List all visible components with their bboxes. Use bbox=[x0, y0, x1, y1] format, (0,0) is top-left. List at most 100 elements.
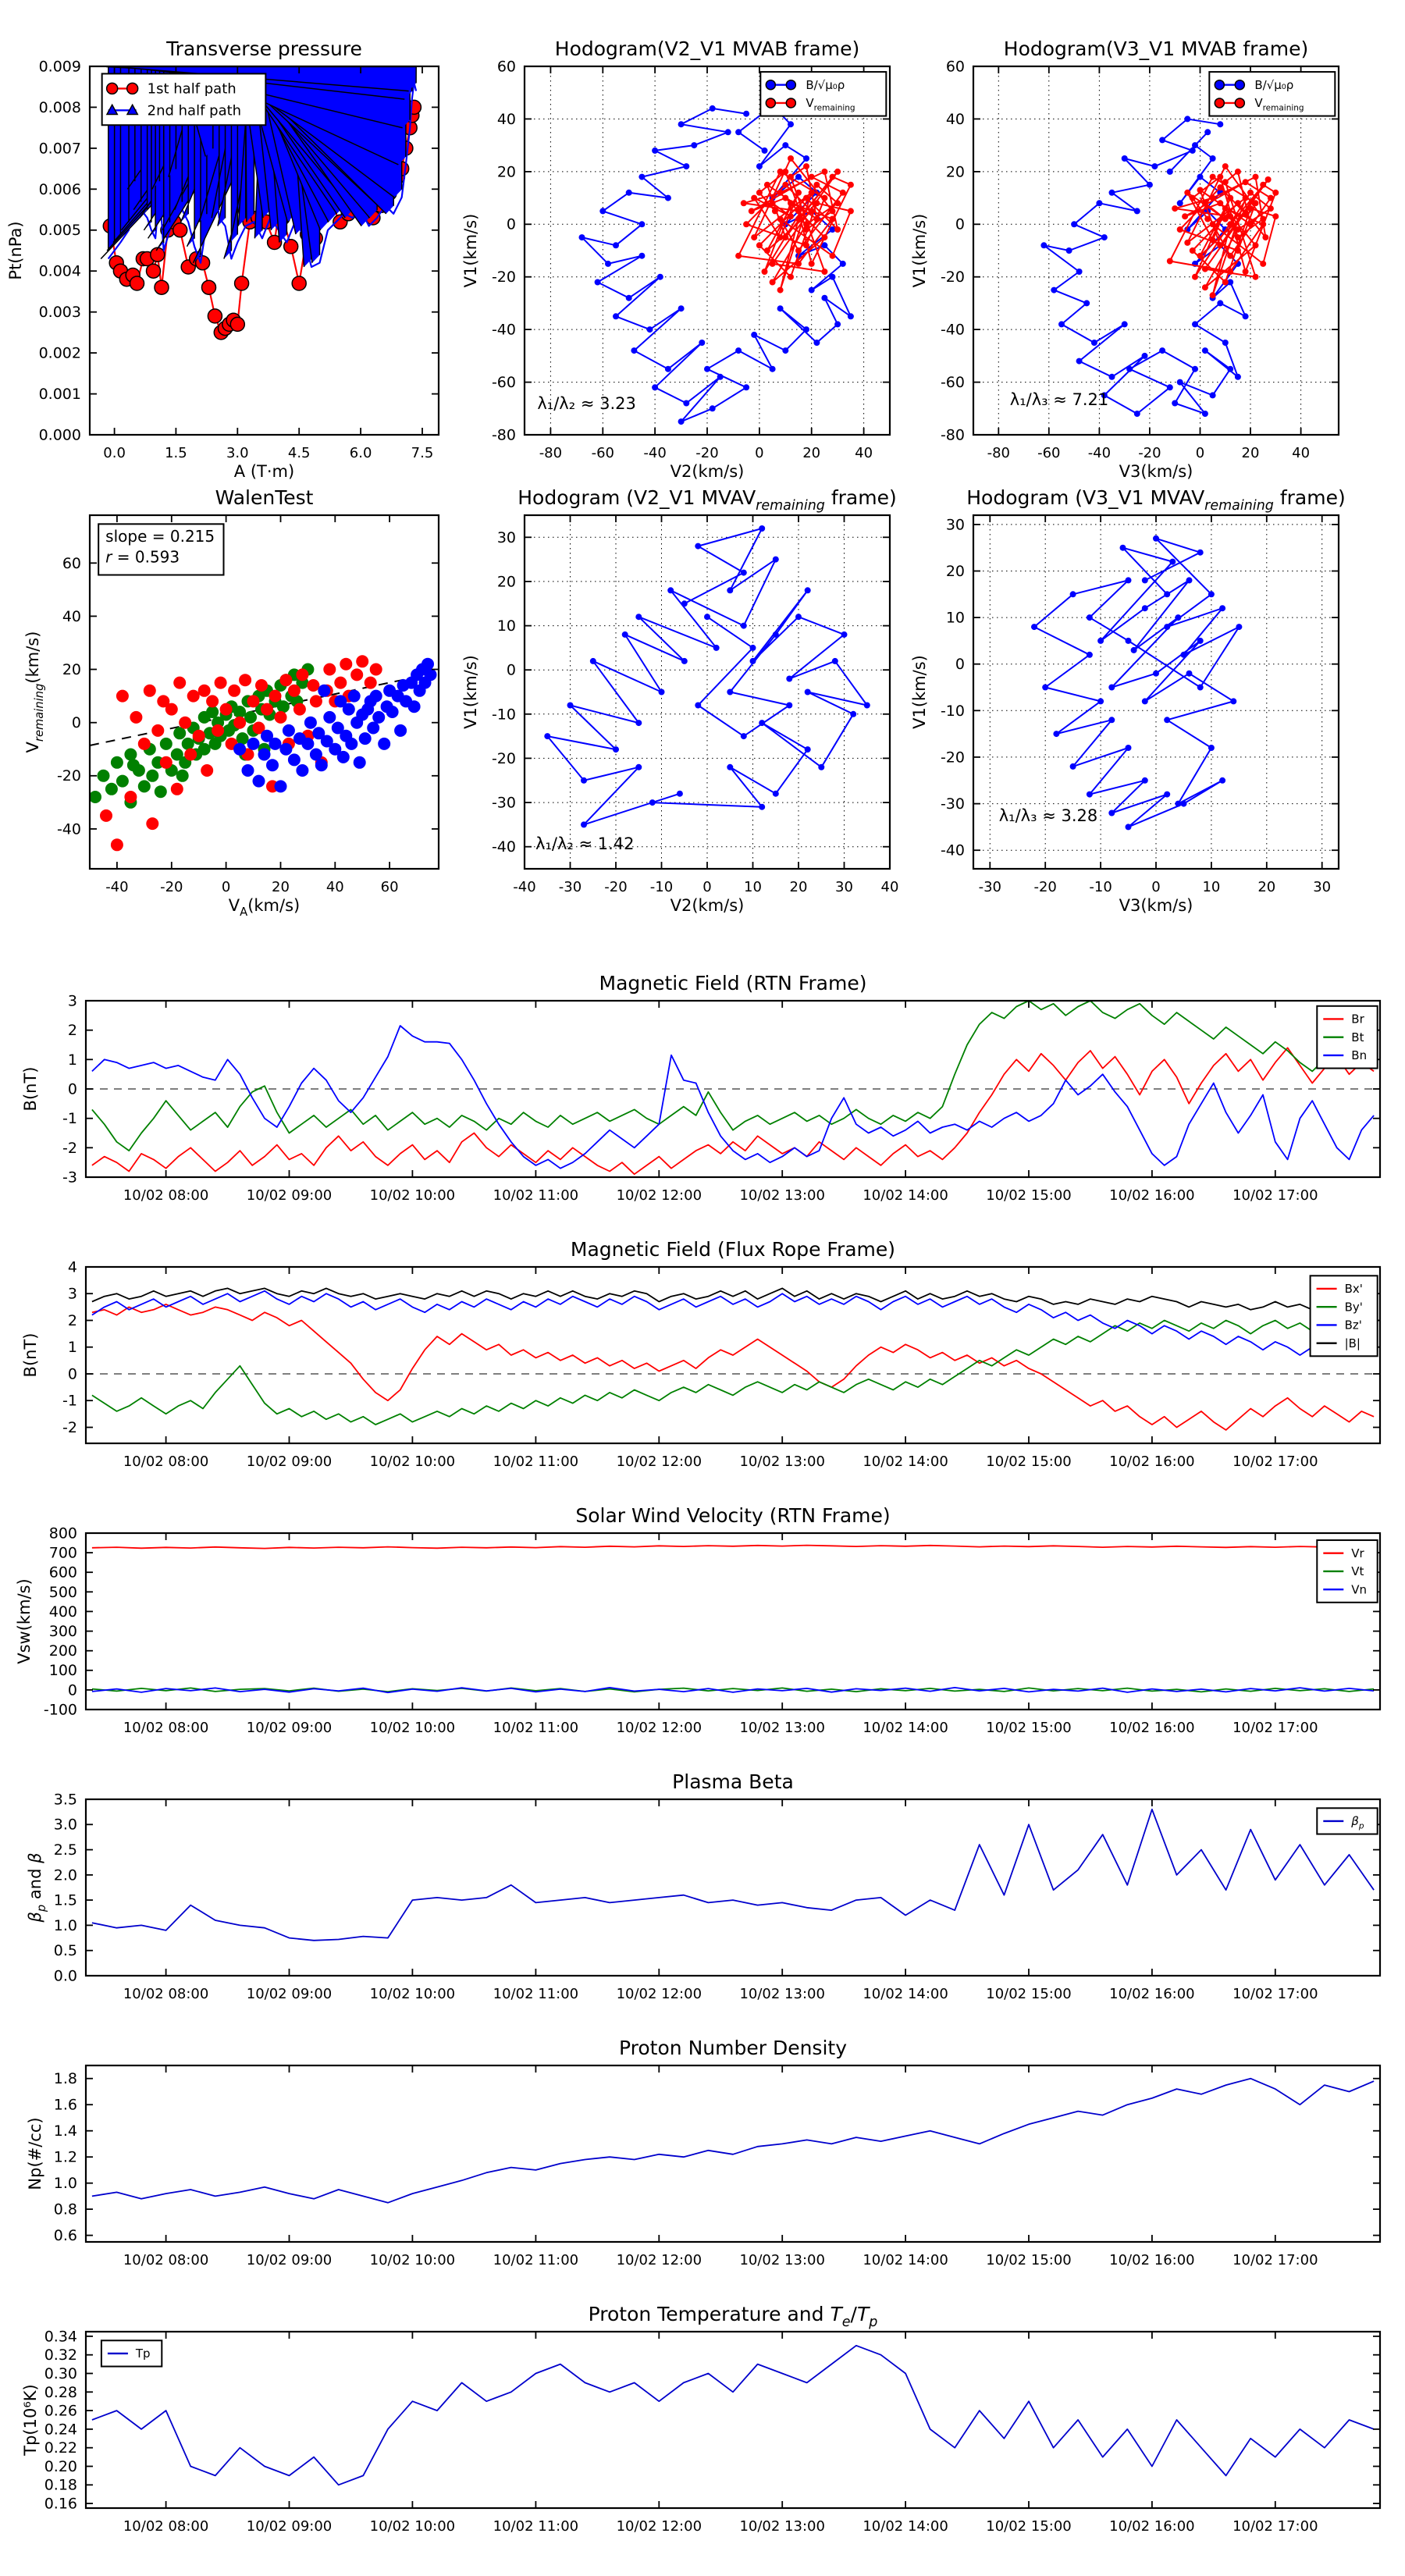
svg-text:-20: -20 bbox=[492, 269, 516, 286]
svg-text:1.5: 1.5 bbox=[165, 445, 187, 461]
svg-text:A (T·m): A (T·m) bbox=[234, 462, 294, 481]
svg-text:By': By' bbox=[1345, 1300, 1363, 1314]
svg-text:2.0: 2.0 bbox=[54, 1866, 77, 1884]
svg-text:2.5: 2.5 bbox=[54, 1841, 77, 1859]
chart-canvas-bfr: 10/02 08:00 10/02 09:00 10/02 10:00 10/02 1… bbox=[21, 1238, 1382, 1470]
svg-text:10/02 12:00: 10/02 12:00 bbox=[617, 2252, 702, 2268]
svg-text:4: 4 bbox=[68, 1259, 77, 1276]
svg-text:10/02 10:00: 10/02 10:00 bbox=[370, 1453, 455, 1470]
svg-text:Hodogram(V2_V1 MVAB frame): Hodogram(V2_V1 MVAB frame) bbox=[555, 37, 859, 60]
svg-text:0.30: 0.30 bbox=[44, 2365, 77, 2382]
panel-transverse-pressure: 0.0 1.5 3.0 4.5 6.0 7.5 0.000 0.001 0.002 0.003 0.… bbox=[6, 37, 440, 481]
svg-text:λ₁/λ₂ ≈ 1.42: λ₁/λ₂ ≈ 1.42 bbox=[535, 834, 634, 853]
svg-text:10/02 15:00: 10/02 15:00 bbox=[986, 2518, 1071, 2535]
chart-canvas-beta: 10/02 08:00 10/02 09:00 10/02 10:00 10/02 1… bbox=[26, 1770, 1382, 2002]
svg-text:Bx': Bx' bbox=[1345, 1282, 1363, 1296]
svg-text:-40: -40 bbox=[513, 879, 535, 895]
svg-text:-60: -60 bbox=[592, 445, 614, 461]
svg-text:Vr: Vr bbox=[1351, 1546, 1364, 1560]
svg-text:30: 30 bbox=[946, 516, 965, 533]
svg-text:400: 400 bbox=[49, 1603, 77, 1621]
svg-text:-80: -80 bbox=[539, 445, 562, 461]
svg-text:10/02 09:00: 10/02 09:00 bbox=[247, 1986, 332, 2002]
svg-text:10/02 12:00: 10/02 12:00 bbox=[617, 1720, 702, 1736]
svg-text:Magnetic Field (RTN Frame): Magnetic Field (RTN Frame) bbox=[599, 972, 867, 994]
svg-text:10/02 09:00: 10/02 09:00 bbox=[247, 1453, 332, 1470]
svg-text:10/02 14:00: 10/02 14:00 bbox=[863, 2252, 948, 2268]
svg-text:10/02 13:00: 10/02 13:00 bbox=[739, 2518, 824, 2535]
svg-text:Hodogram (V3_V1 MVAVremaining: Hodogram (V3_V1 MVAVremaining frame) bbox=[966, 486, 1346, 514]
svg-text:V3(km/s): V3(km/s) bbox=[1119, 896, 1193, 915]
svg-text:40: 40 bbox=[881, 879, 899, 895]
svg-text:10/02 11:00: 10/02 11:00 bbox=[493, 1187, 578, 1204]
svg-text:βp: βp bbox=[1350, 1814, 1364, 1831]
svg-text:0.000: 0.000 bbox=[39, 427, 81, 444]
panel-proton-temperature: 10/02 08:00 10/02 09:00 10/02 10:00 10/02 1… bbox=[21, 2303, 1382, 2535]
svg-text:1.8: 1.8 bbox=[54, 2070, 77, 2087]
svg-text:-10: -10 bbox=[650, 879, 673, 895]
svg-text:3.0: 3.0 bbox=[54, 1816, 77, 1834]
svg-text:10/02 09:00: 10/02 09:00 bbox=[247, 2252, 332, 2268]
svg-text:Magnetic Field (Flux Rope Fram: Magnetic Field (Flux Rope Frame) bbox=[571, 1238, 895, 1261]
svg-text:0.007: 0.007 bbox=[39, 140, 81, 157]
svg-text:30: 30 bbox=[1313, 879, 1331, 895]
panel-walen-test: -40 -20 0 20 40 60 -40 -20 0 20 40 60 WalenTest VA(km… bbox=[23, 486, 440, 919]
svg-text:-30: -30 bbox=[979, 879, 1001, 895]
svg-text:0.8: 0.8 bbox=[54, 2201, 77, 2218]
svg-text:10/02 15:00: 10/02 15:00 bbox=[986, 2252, 1071, 2268]
svg-text:0: 0 bbox=[222, 879, 230, 895]
svg-text:700: 700 bbox=[49, 1545, 77, 1562]
svg-text:0.0: 0.0 bbox=[103, 445, 126, 461]
svg-text:0.28: 0.28 bbox=[44, 2384, 77, 2401]
svg-text:10/02 15:00: 10/02 15:00 bbox=[986, 1453, 1071, 1470]
svg-text:20: 20 bbox=[272, 879, 290, 895]
svg-text:-80: -80 bbox=[941, 427, 965, 444]
svg-text:0.5: 0.5 bbox=[54, 1942, 77, 1959]
panel-magnetic-field-rtn: 10/02 08:00 10/02 09:00 10/02 10:00 10/02 1… bbox=[21, 972, 1382, 1204]
svg-text:-60: -60 bbox=[941, 374, 965, 391]
svg-text:-10: -10 bbox=[1089, 879, 1112, 895]
chart-canvas-tp: 10/02 08:00 10/02 09:00 10/02 10:00 10/02 1… bbox=[21, 2303, 1382, 2535]
svg-text:0.26: 0.26 bbox=[44, 2403, 77, 2420]
chart-canvas-walen: -40 -20 0 20 40 60 -40 -20 0 20 40 60 WalenTest VA(km… bbox=[23, 486, 440, 919]
panel-hodogram-v3v1-mvav: -30 -20 -10 0 10 20 30 -40 -30 -20 -10 0 10 20 30 Hodog… bbox=[910, 486, 1346, 915]
svg-text:Vn: Vn bbox=[1351, 1582, 1367, 1596]
svg-text:10/02 12:00: 10/02 12:00 bbox=[617, 1453, 702, 1470]
svg-text:B(nT): B(nT) bbox=[21, 1067, 40, 1112]
svg-text:0.003: 0.003 bbox=[39, 304, 81, 321]
svg-text:-40: -40 bbox=[941, 842, 965, 859]
svg-text:1: 1 bbox=[68, 1051, 77, 1069]
svg-text:-60: -60 bbox=[492, 374, 516, 391]
svg-text:500: 500 bbox=[49, 1584, 77, 1601]
svg-text:0.002: 0.002 bbox=[39, 345, 81, 362]
svg-text:1.5: 1.5 bbox=[54, 1892, 77, 1909]
svg-text:-40: -40 bbox=[492, 322, 516, 339]
svg-text:0.18: 0.18 bbox=[44, 2477, 77, 2494]
svg-text:60: 60 bbox=[381, 879, 399, 895]
svg-text:10/02 10:00: 10/02 10:00 bbox=[370, 2518, 455, 2535]
svg-text:λ₁/λ₃ ≈ 7.21: λ₁/λ₃ ≈ 7.21 bbox=[1010, 390, 1108, 409]
svg-text:10/02 16:00: 10/02 16:00 bbox=[1109, 1187, 1194, 1204]
chart-canvas-brtn: 10/02 08:00 10/02 09:00 10/02 10:00 10/02 1… bbox=[21, 972, 1382, 1204]
svg-text:40: 40 bbox=[1292, 445, 1310, 461]
svg-text:Br: Br bbox=[1351, 1012, 1364, 1026]
svg-text:0.16: 0.16 bbox=[44, 2496, 77, 2513]
svg-text:10/02 14:00: 10/02 14:00 bbox=[863, 2518, 948, 2535]
svg-text:10/02 16:00: 10/02 16:00 bbox=[1109, 2252, 1194, 2268]
svg-text:V1(km/s): V1(km/s) bbox=[461, 214, 480, 288]
chart-canvas-pt: 0.0 1.5 3.0 4.5 6.0 7.5 0.000 0.001 0.002 0.003 0.… bbox=[6, 37, 440, 481]
svg-text:0: 0 bbox=[68, 1681, 77, 1699]
svg-text:-20: -20 bbox=[695, 445, 718, 461]
svg-text:-1: -1 bbox=[62, 1393, 77, 1410]
svg-text:10: 10 bbox=[1202, 879, 1220, 895]
svg-text:0.005: 0.005 bbox=[39, 222, 81, 239]
svg-text:0: 0 bbox=[72, 714, 81, 731]
svg-text:30: 30 bbox=[497, 529, 516, 546]
svg-text:10/02 13:00: 10/02 13:00 bbox=[739, 1453, 824, 1470]
svg-text:20: 20 bbox=[802, 445, 820, 461]
svg-text:Vsw(km/s): Vsw(km/s) bbox=[15, 1578, 34, 1664]
svg-text:Proton Temperature and Te/Tp: Proton Temperature and Te/Tp bbox=[589, 2303, 878, 2330]
svg-text:Bz': Bz' bbox=[1345, 1318, 1362, 1332]
panel-hodogram-v3v1-mvab: -80 -60 -40 -20 0 20 40 -80 -60 -40 -20 0 20 40 60 Hodo… bbox=[910, 37, 1340, 481]
svg-text:Proton Number Density: Proton Number Density bbox=[619, 2037, 847, 2059]
